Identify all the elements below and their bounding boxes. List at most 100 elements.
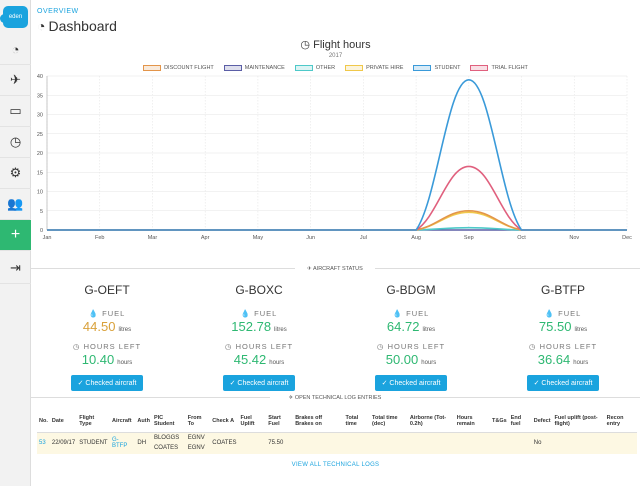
column-header: Fuel uplift (post-flight): [552, 410, 605, 433]
cell-empty: [293, 432, 344, 454]
hours-value: 45.42 hours: [199, 352, 319, 367]
fuel-amount: 75.50: [538, 319, 572, 334]
cell-empty: [552, 432, 605, 454]
legend-label: OTHER: [315, 65, 336, 71]
column-header: Start Fuel: [266, 410, 294, 433]
column-header: Flight Type: [77, 410, 111, 433]
nav-users-icon[interactable]: 👥: [0, 189, 31, 220]
clock-icon: ◷: [300, 39, 311, 51]
aircraft-card: G-BOXC 💧 FUEL 152.78 litres ◷ HOURS LEFT …: [199, 283, 319, 391]
legend-label: MAINTENANCE: [244, 65, 285, 71]
legend-item[interactable]: STUDENT: [413, 65, 460, 71]
fuel-drop-icon: 💧: [392, 309, 407, 318]
column-header: Aircraft: [110, 410, 136, 433]
view-all-logs-link[interactable]: VIEW ALL TECHNICAL LOGS: [291, 462, 380, 468]
hours-value: 36.64 hours: [503, 352, 623, 367]
fuel-drop-icon: 💧: [240, 309, 255, 318]
gauge-icon: ◔: [37, 18, 46, 34]
aircraft-reg: G-OEFT: [84, 283, 130, 297]
aircraft-reg: G-BDGM: [386, 283, 436, 297]
nav-logs-icon[interactable]: ◷: [0, 127, 31, 158]
tech-log-table: No. Date Flight Type Aircraft Auth PIC Studen…: [37, 410, 637, 454]
cell-auth: DH: [135, 432, 152, 454]
page-title: ◔ Dashboard: [37, 18, 117, 34]
nav-flights-icon[interactable]: ✈: [0, 65, 31, 96]
fuel-label: 💧 FUEL: [47, 309, 167, 318]
cell-from-to: EGNV EGNV: [185, 432, 211, 454]
legend-label: STUDENT: [434, 65, 461, 71]
checked-aircraft-button[interactable]: ✓ Checked aircraft: [222, 375, 296, 391]
y-tick-label: 5: [40, 209, 43, 215]
hours-label: ◷ HOURS LEFT: [351, 342, 471, 351]
cell-pic-student: BLOGGS COATES: [151, 432, 186, 454]
series-line-private-hire: [46, 211, 627, 231]
legend-item[interactable]: PRIVATE HIRE: [345, 65, 403, 71]
page-title-text: Dashboard: [48, 18, 117, 34]
cell-to: EGNV: [187, 445, 205, 452]
hours-amount: 50.00: [385, 352, 419, 367]
hours-label: ◷ HOURS LEFT: [199, 342, 319, 351]
checked-aircraft-button[interactable]: ✓ Checked aircraft: [374, 375, 448, 391]
hours-amount: 36.64: [537, 352, 571, 367]
nav-dashboard-icon[interactable]: ◔: [0, 34, 31, 65]
cell-pic: BLOGGS: [153, 435, 180, 442]
x-tick-label: Sep: [464, 235, 474, 241]
column-header: Brakes off Brakes on: [293, 410, 344, 433]
aircraft-link[interactable]: G-BTFP: [112, 437, 128, 450]
aircraft-status-label: ✈ AIRCRAFT STATUS: [295, 266, 375, 272]
x-tick-label: Oct: [517, 235, 526, 241]
cell-from: EGNV: [187, 435, 205, 442]
cell-empty: [370, 432, 408, 454]
log-number-link[interactable]: 53: [39, 440, 46, 447]
checked-aircraft-button[interactable]: ✓ Checked aircraft: [526, 375, 600, 391]
series-line-trial-flight: [46, 165, 627, 231]
fuel-unit: litres: [422, 327, 436, 333]
x-tick-label: Aug: [411, 235, 421, 241]
app-logo[interactable]: eden: [0, 6, 28, 28]
cell-empty: [604, 432, 637, 454]
chart-title: ◷ Flight hours: [31, 38, 640, 51]
y-tick-label: 25: [37, 132, 43, 138]
column-header: PIC Student: [151, 410, 186, 433]
hours-unit: hours: [573, 360, 589, 366]
x-tick-label: Jun: [306, 235, 315, 241]
checked-aircraft-button[interactable]: ✓ Checked aircraft: [70, 375, 144, 391]
cell-date: 22/09/17: [49, 432, 78, 454]
fuel-label: 💧 FUEL: [199, 309, 319, 318]
column-header: End fuel: [508, 410, 532, 433]
cell-empty: [508, 432, 532, 454]
nav-logout-icon[interactable]: ⇥: [0, 253, 31, 284]
column-header: Hours remain: [454, 410, 491, 433]
legend-item[interactable]: TRIAL FLIGHT: [470, 65, 528, 71]
cell-empty: [490, 432, 509, 454]
legend-item[interactable]: DISCOUNT FLIGHT: [143, 65, 214, 71]
table-row[interactable]: 53 22/09/17 STUDENT G-BTFP DH BLOGGS COAT…: [37, 432, 637, 454]
column-header: Total time: [343, 410, 371, 433]
chart-subtitle: 2017: [328, 53, 343, 59]
chart-legend: DISCOUNT FLIGHT MAINTENANCE OTHER PRIVATE H…: [31, 65, 640, 71]
plane-icon: ✈: [307, 266, 314, 272]
hours-label-text: HOURS LEFT: [83, 342, 142, 351]
fuel-drop-icon: 💧: [544, 309, 559, 318]
series-line-student: [46, 79, 627, 231]
y-tick-label: 30: [37, 113, 43, 119]
main-content: OVERVIEW ◔ Dashboard ◷ Flight hours 2017…: [31, 0, 640, 486]
hours-amount: 10.40: [81, 352, 115, 367]
fuel-unit: litres: [274, 327, 287, 333]
nav-billing-icon[interactable]: ▭: [0, 96, 31, 127]
legend-item[interactable]: MAINTENANCE: [223, 65, 285, 71]
legend-label: DISCOUNT FLIGHT: [164, 65, 214, 71]
clock-icon: ◷: [528, 342, 540, 351]
column-header: Check A: [210, 410, 239, 433]
y-tick-label: 20: [37, 151, 43, 157]
column-header: T&Gs: [490, 410, 509, 433]
nav-add-icon[interactable]: +: [0, 220, 31, 251]
legend-item[interactable]: OTHER: [294, 65, 336, 71]
hours-label-text: HOURS LEFT: [387, 342, 446, 351]
hours-label-text: HOURS LEFT: [235, 342, 294, 351]
column-header: Fuel Uplift: [238, 410, 267, 433]
legend-label: PRIVATE HIRE: [366, 65, 404, 71]
cell-empty: [407, 432, 455, 454]
nav-settings-icon[interactable]: ⚙: [0, 158, 31, 189]
cell-flight-type: STUDENT: [77, 432, 111, 454]
